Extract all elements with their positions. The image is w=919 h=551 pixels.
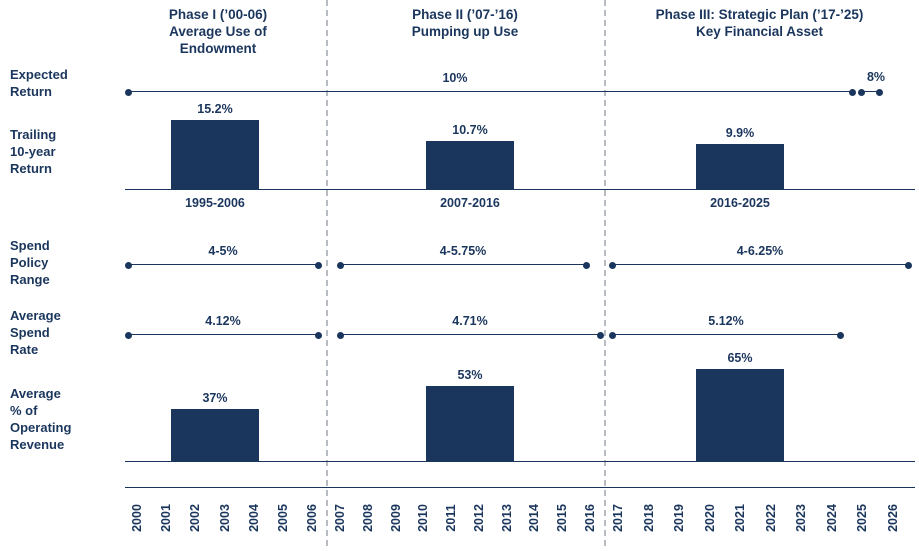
spend-policy-range-value: 4-5% bbox=[208, 244, 238, 258]
row-label-spend-policy-range: Spend Policy Range bbox=[10, 238, 50, 287]
spend-policy-range-value: 4-5.75% bbox=[439, 244, 487, 258]
spend-policy-range-value: 4-6.25% bbox=[736, 244, 784, 258]
trailing-return-value: 10.7% bbox=[452, 122, 488, 137]
expected-return-value-2: 8% bbox=[866, 70, 886, 84]
spend-policy-range-dot-end bbox=[314, 261, 322, 269]
year-label: 2002 bbox=[188, 504, 203, 532]
year-label: 2020 bbox=[702, 504, 717, 532]
year-label: 2008 bbox=[360, 504, 375, 532]
year-label: 2025 bbox=[855, 504, 870, 532]
year-label: 2000 bbox=[130, 504, 144, 532]
trailing-return-period: 2007-2016 bbox=[440, 196, 500, 210]
trailing-return-period: 2016-2025 bbox=[710, 196, 770, 210]
phase-2-header: Phase II (’07-’16) Pumping up Use bbox=[411, 7, 519, 39]
operating-revenue-bar bbox=[696, 369, 784, 462]
operating-revenue-baseline bbox=[125, 461, 915, 463]
year-label: 2018 bbox=[641, 504, 656, 532]
expected-return-dot-start bbox=[124, 88, 132, 96]
year-label: 2021 bbox=[733, 504, 748, 532]
row-label-average-pct-operating-revenue: Average % of Operating Revenue bbox=[10, 386, 72, 452]
year-label: 2016 bbox=[583, 504, 597, 532]
year-label: 2024 bbox=[824, 504, 839, 532]
year-label: 2026 bbox=[886, 504, 900, 532]
trailing-return-bar bbox=[171, 120, 259, 190]
trailing-return-period: 1995-2006 bbox=[185, 196, 245, 210]
year-label: 2022 bbox=[763, 504, 778, 532]
row-label-expected-return: Expected Return bbox=[10, 67, 68, 99]
phase-3-header: Phase III: Strategic Plan (’17-’25) Key … bbox=[655, 7, 864, 39]
year-label: 2003 bbox=[217, 504, 232, 532]
spend-policy-range-line bbox=[128, 264, 318, 266]
spend-policy-range-line bbox=[340, 264, 586, 266]
year-label: 2009 bbox=[388, 504, 403, 532]
row-label-average-spend-rate: Average Spend Rate bbox=[10, 308, 61, 357]
year-label: 2004 bbox=[246, 504, 261, 532]
operating-revenue-value: 37% bbox=[202, 391, 228, 406]
trailing-return-bar bbox=[696, 144, 784, 190]
average-spend-rate-dot-end bbox=[596, 331, 604, 339]
average-spend-rate-line bbox=[128, 334, 318, 336]
operating-revenue-bar bbox=[426, 386, 514, 462]
spend-policy-range-line bbox=[612, 264, 908, 266]
trailing-return-value: 9.9% bbox=[725, 126, 755, 141]
year-label: 2005 bbox=[275, 504, 290, 532]
year-axis-line bbox=[125, 487, 915, 489]
year-label: 2011 bbox=[444, 504, 459, 532]
operating-revenue-value: 65% bbox=[727, 351, 753, 365]
operating-revenue-value: 53% bbox=[457, 368, 483, 383]
spend-policy-range-dot-start bbox=[608, 261, 616, 269]
average-spend-rate-dot-end bbox=[836, 331, 844, 339]
average-spend-rate-line bbox=[612, 334, 840, 336]
trailing-return-value: 15.2% bbox=[197, 102, 233, 116]
expected-return-line bbox=[128, 91, 852, 93]
trailing-return-bar bbox=[426, 140, 514, 190]
operating-revenue-bar bbox=[171, 409, 259, 462]
year-label: 2015 bbox=[555, 504, 570, 532]
average-spend-rate-value: 4.12% bbox=[205, 314, 241, 328]
spend-policy-range-dot-end bbox=[582, 261, 590, 269]
expected-return-2-dot-start bbox=[857, 88, 865, 96]
spend-policy-range-dot-end bbox=[904, 261, 912, 269]
year-label: 2007 bbox=[333, 504, 347, 532]
year-label: 2023 bbox=[794, 504, 809, 532]
average-spend-rate-value: 5.12% bbox=[708, 314, 744, 328]
expected-return-dot-end bbox=[848, 88, 856, 96]
average-spend-rate-value: 4.71% bbox=[452, 314, 488, 328]
average-spend-rate-dot-start bbox=[608, 331, 616, 339]
year-label: 2017 bbox=[611, 504, 625, 532]
average-spend-rate-dot-start bbox=[124, 331, 132, 339]
year-label: 2006 bbox=[305, 504, 319, 532]
year-label: 2010 bbox=[416, 504, 431, 532]
year-label: 2013 bbox=[499, 504, 514, 532]
phase-1-header: Phase I (’00-06) Average Use of Endowmen… bbox=[168, 7, 268, 56]
expected-return-line-2 bbox=[861, 91, 879, 93]
average-spend-rate-dot-start bbox=[336, 331, 344, 339]
expected-return-value: 10% bbox=[442, 71, 468, 85]
year-label: 2001 bbox=[159, 504, 174, 532]
average-spend-rate-dot-end bbox=[314, 331, 322, 339]
phase-separator-2 bbox=[604, 0, 606, 546]
spend-policy-range-dot-start bbox=[124, 261, 132, 269]
trailing-return-baseline bbox=[125, 189, 915, 191]
year-label: 2019 bbox=[672, 504, 687, 532]
expected-return-2-dot-end bbox=[875, 88, 883, 96]
year-label: 2014 bbox=[527, 504, 542, 532]
row-label-trailing-return: Trailing 10-year Return bbox=[10, 127, 57, 176]
spend-policy-range-dot-start bbox=[336, 261, 344, 269]
year-label: 2012 bbox=[471, 504, 486, 532]
average-spend-rate-line bbox=[340, 334, 600, 336]
phase-separator-1 bbox=[326, 0, 328, 546]
